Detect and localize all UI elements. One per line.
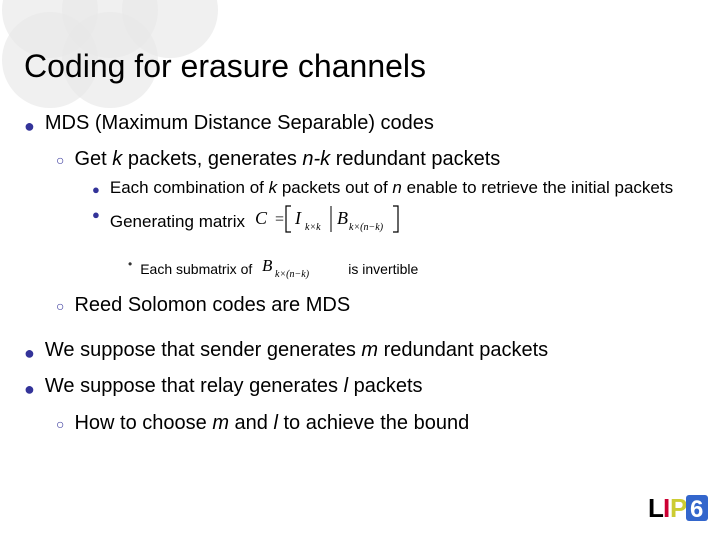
var-m: m — [212, 412, 229, 434]
sym-C: C — [255, 208, 268, 228]
t: packets out of — [277, 178, 392, 197]
t: redundant packets — [330, 148, 500, 170]
bullet-icon: ○ — [56, 151, 64, 170]
var-m: m — [361, 339, 378, 361]
bracket-left — [286, 206, 291, 232]
t: Get — [74, 148, 112, 170]
text: Get k packets, generates n-k redundant p… — [74, 146, 500, 173]
bullet-icon: ● — [92, 206, 100, 224]
bullet-icon: ● — [24, 377, 35, 401]
t: We suppose that relay generates — [45, 375, 344, 397]
logo-6: 6 — [690, 496, 703, 523]
var-k: k — [269, 178, 278, 197]
text: MDS (Maximum Distance Separable) codes — [45, 110, 434, 137]
formula-B: B k×(n−k) — [260, 253, 340, 286]
t: enable to retrieve the initial packets — [402, 178, 673, 197]
t: to achieve the bound — [278, 412, 469, 434]
sym-B: B — [337, 208, 348, 228]
bullet-each-combination: ● Each combination of k packets out of n… — [92, 177, 696, 200]
sym-I: I — [294, 208, 302, 228]
t: Each submatrix of — [140, 260, 252, 279]
formula-C: C = I k×k B k×(n−k) — [253, 202, 423, 243]
text: How to choose m and l to achieve the bou… — [74, 410, 469, 437]
t: packets, generates — [122, 148, 302, 170]
var-k: k — [112, 148, 122, 170]
sym-eq: = — [275, 211, 284, 228]
bullet-reed-solomon: ○ Reed Solomon codes are MDS — [56, 292, 696, 319]
bullet-icon: ● — [24, 114, 35, 138]
text: We suppose that sender generates m redun… — [45, 337, 548, 364]
sub-B: k×(n−k) — [275, 269, 310, 280]
bracket-right — [393, 206, 398, 232]
sub-B: k×(n−k) — [349, 222, 384, 233]
t: is invertible — [348, 260, 418, 279]
logo-P: P — [670, 493, 687, 523]
text: Reed Solomon codes are MDS — [74, 292, 350, 319]
bullet-icon: • — [128, 256, 132, 272]
bullet-generating-matrix: ● Generating matrix C = I k×k B k×(n−k) — [92, 202, 696, 243]
sub-I: k×k — [305, 222, 321, 233]
slide-title: Coding for erasure channels — [24, 48, 426, 85]
var-n: n — [392, 178, 401, 197]
bullet-mds: ● MDS (Maximum Distance Separable) codes — [24, 110, 696, 138]
bullet-relay: ● We suppose that relay generates l pack… — [24, 373, 696, 401]
lip6-logo: L I P 6 — [648, 489, 710, 534]
t: Generating matrix — [110, 211, 245, 234]
bullet-get-k: ○ Get k packets, generates n-k redundant… — [56, 146, 696, 173]
text: Each combination of k packets out of n e… — [110, 177, 673, 200]
sym-B: B — [262, 256, 273, 275]
t: Each combination of — [110, 178, 269, 197]
slide-body: ● MDS (Maximum Distance Separable) codes… — [24, 110, 696, 441]
t: packets — [348, 375, 422, 397]
text: Each submatrix of B k×(n−k) is invertibl… — [140, 253, 418, 286]
text: Generating matrix C = I k×k B k×(n−k) — [110, 202, 423, 243]
logo-L: L — [648, 493, 664, 523]
t: redundant packets — [378, 339, 548, 361]
bullet-icon: ○ — [56, 297, 64, 316]
bullet-icon: ○ — [56, 415, 64, 434]
var-nk: n-k — [302, 148, 330, 170]
t: How to choose — [74, 412, 212, 434]
t: and — [229, 412, 273, 434]
text: We suppose that relay generates l packet… — [45, 373, 423, 400]
t: We suppose that sender generates — [45, 339, 362, 361]
bullet-sender: ● We suppose that sender generates m red… — [24, 337, 696, 365]
bullet-each-submatrix: • Each submatrix of B k×(n−k) is inverti… — [128, 253, 696, 286]
bullet-icon: ● — [24, 341, 35, 365]
bullet-how-choose: ○ How to choose m and l to achieve the b… — [56, 410, 696, 437]
bullet-icon: ● — [92, 181, 100, 199]
